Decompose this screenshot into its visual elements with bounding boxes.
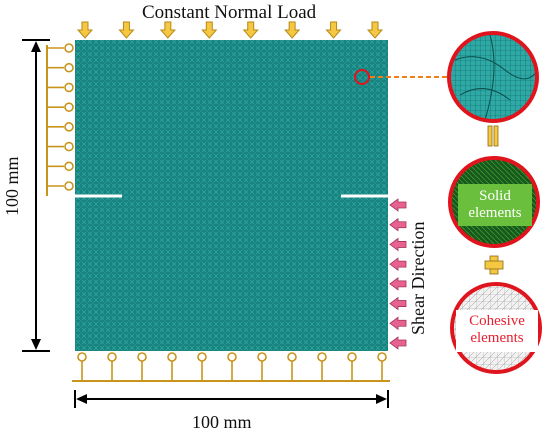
roller-support-icon [47, 43, 74, 53]
width-dimension [74, 390, 389, 408]
zoom-marker [354, 69, 370, 85]
roller-support-icon [107, 352, 117, 381]
mesh-detail-circle [447, 31, 539, 123]
left-arrow-icon [389, 277, 407, 291]
cohesive-elements-tag: Cohesive elements [456, 310, 538, 352]
down-arrow-icon [284, 21, 301, 39]
specimen-mesh [75, 40, 388, 351]
bottom-support [72, 352, 390, 382]
roller-support-icon [47, 82, 74, 93]
cohesive-tag-line1: Cohesive [469, 313, 525, 329]
down-arrow-icon [325, 21, 342, 39]
roller-support-icon [227, 352, 237, 381]
roller-support-icon [47, 161, 74, 172]
down-arrow-icon [159, 21, 176, 39]
left-arrow-icon [389, 237, 407, 252]
down-arrow-icon [201, 21, 218, 39]
equals-connector [487, 125, 499, 147]
height-dimension-label: 100 mm [2, 156, 22, 216]
roller-support-icon [197, 352, 207, 381]
roller-support-icon [347, 352, 357, 381]
roller-support-icon [47, 181, 74, 191]
left-arrow-icon [389, 257, 407, 271]
plus-connector [484, 255, 504, 275]
roller-support-icon [377, 352, 387, 381]
diagram-title: Constant Normal Load [142, 2, 317, 23]
roller-support-icon [137, 352, 147, 381]
down-arrow-icon [242, 21, 259, 39]
solid-tag-line1: Solid [479, 188, 511, 204]
normal-load-arrows [76, 21, 384, 39]
roller-support-icon [257, 352, 267, 381]
left-support [46, 43, 74, 196]
height-dimension [22, 39, 50, 352]
solid-elements-tag: Solid elements [458, 184, 532, 226]
roller-support-icon [317, 352, 327, 381]
roller-support-icon [77, 352, 87, 381]
left-arrow-icon [389, 217, 407, 232]
down-arrow-icon [366, 21, 384, 39]
down-arrow-icon [118, 21, 135, 39]
shear-arrows [389, 198, 407, 350]
left-arrow-icon [389, 336, 407, 350]
left-arrow-icon [389, 296, 407, 311]
roller-support-icon [47, 62, 74, 73]
solid-tag-line2: elements [468, 205, 522, 221]
left-arrow-icon [389, 198, 407, 212]
cohesive-tag-line2: elements [470, 330, 524, 346]
roller-support-icon [47, 122, 74, 132]
down-arrow-icon [76, 21, 94, 39]
width-dimension-label: 100 mm [192, 412, 252, 432]
roller-support-icon [287, 352, 297, 381]
roller-support-icon [167, 352, 177, 381]
shear-direction-label: Shear Direction [408, 221, 428, 335]
roller-support-icon [47, 141, 74, 152]
left-arrow-icon [389, 316, 407, 331]
roller-support-icon [47, 102, 74, 112]
